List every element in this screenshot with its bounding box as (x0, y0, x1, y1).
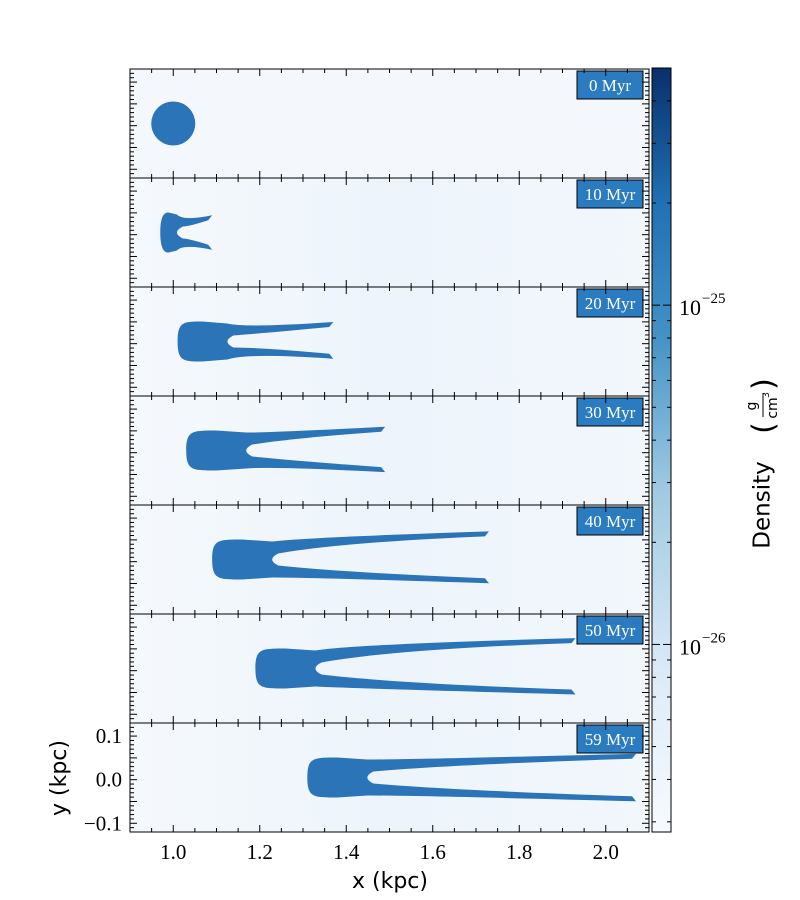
colorbar-unit-numerator: g (744, 402, 760, 411)
cloud-mark (151, 101, 196, 146)
colorbar-gradient (651, 67, 672, 833)
x-tick-label: 2.0 (593, 840, 619, 864)
x-tick-label: 1.2 (247, 840, 273, 864)
cloud-mark (160, 212, 213, 253)
time-label: 59 Myr (585, 730, 636, 749)
cloud-mark (255, 638, 576, 695)
time-label: 20 Myr (585, 294, 636, 313)
panel-background (130, 614, 649, 723)
time-label: 30 Myr (585, 403, 636, 422)
panel-background (130, 69, 649, 178)
x-axis-label: x (kpc) (352, 869, 428, 894)
time-label: 0 Myr (589, 76, 631, 95)
colorbar-title: Density ( g cm 3 ) (744, 378, 782, 549)
colorbar-tick-label: 10 −26 (679, 630, 726, 659)
cloud-mark (186, 426, 386, 473)
cloud-mark (177, 321, 334, 362)
colorbar-tick-exponent: −26 (702, 630, 726, 646)
time-label-box (576, 397, 644, 427)
x-tick-label: 1.4 (333, 840, 360, 864)
time-label: 10 Myr (585, 185, 636, 204)
time-label-box (576, 70, 644, 100)
x-tick-label: 1.8 (506, 840, 532, 864)
colorbar-tick-base: 10 (679, 295, 701, 320)
time-label-box (576, 615, 644, 645)
panel-background (130, 723, 649, 832)
panel-2: 20 Myr (129, 286, 650, 397)
panel-background (130, 505, 649, 614)
x-tick-label: 1.0 (160, 840, 186, 864)
time-label: 40 Myr (585, 512, 636, 531)
panel-4: 40 Myr (129, 504, 650, 615)
y-tick-label: −0.1 (84, 811, 122, 835)
x-axis: 1.0 1.2 1.4 1.6 1.8 2.0 (160, 840, 619, 864)
colorbar-tick-exponent: −25 (702, 291, 725, 307)
y-tick-label: 0.1 (96, 724, 122, 748)
cloud-mark (307, 753, 637, 802)
colorbar-paren-left: ( (747, 422, 782, 434)
colorbar-tick-label: 10 −25 (679, 291, 725, 320)
cloud-mark (212, 531, 489, 584)
panel-3: 30 Myr (129, 395, 650, 506)
x-tick-label: 1.6 (420, 840, 446, 864)
panel-0: 0 Myr (129, 68, 650, 179)
time-label-box (576, 288, 644, 318)
panel-6: 59 Myr (129, 722, 650, 833)
colorbar-paren-right: ) (747, 378, 782, 390)
panel-background (130, 178, 649, 287)
colorbar-unit-denominator: cm (765, 397, 781, 418)
y-axis: 0.1 0.0 −0.1 (84, 724, 122, 835)
panel-1: 10 Myr (129, 177, 650, 288)
colorbar-unit-exponent: 3 (762, 392, 772, 398)
y-axis-label: y (kpc) (47, 740, 72, 816)
colorbar-tick-base: 10 (679, 634, 701, 659)
time-label-box (576, 179, 644, 209)
panels-group: 0 Myr 10 Myr 20 Myr 30 Myr 40 Myr 50 Myr 59 My… (129, 68, 650, 833)
panel-5: 50 Myr (129, 613, 650, 724)
colorbar-label: Density (750, 461, 776, 548)
time-label-box (576, 506, 644, 536)
time-label: 50 Myr (585, 621, 636, 640)
time-label-box (576, 724, 644, 754)
y-tick-label: 0.0 (96, 768, 122, 792)
